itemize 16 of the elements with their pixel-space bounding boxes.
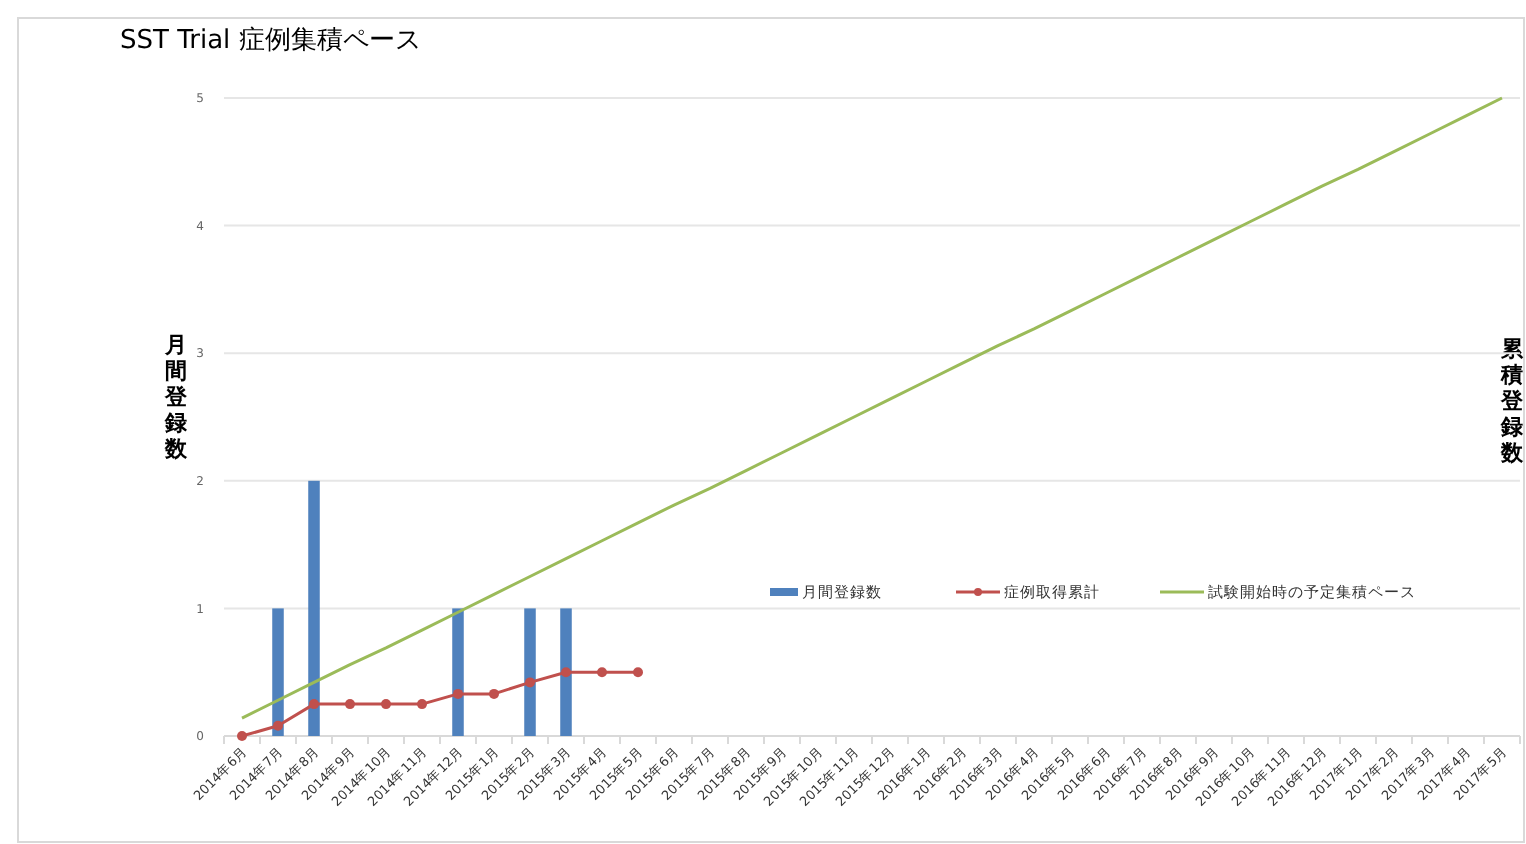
y-axis-title: 月間登録数 xyxy=(163,332,189,462)
point xyxy=(309,699,319,710)
point xyxy=(273,720,283,731)
y2-axis-title: 累積登録数 xyxy=(1499,336,1525,466)
line-series xyxy=(240,96,1504,720)
point xyxy=(525,677,535,688)
point xyxy=(417,699,427,710)
chart-title: SST Trial 症例集積ペース xyxy=(120,26,421,56)
point xyxy=(597,667,607,678)
point xyxy=(561,667,571,678)
point xyxy=(237,731,247,741)
point xyxy=(633,667,643,678)
point xyxy=(381,699,391,710)
point xyxy=(489,688,499,699)
point xyxy=(453,688,463,699)
point xyxy=(345,699,355,710)
